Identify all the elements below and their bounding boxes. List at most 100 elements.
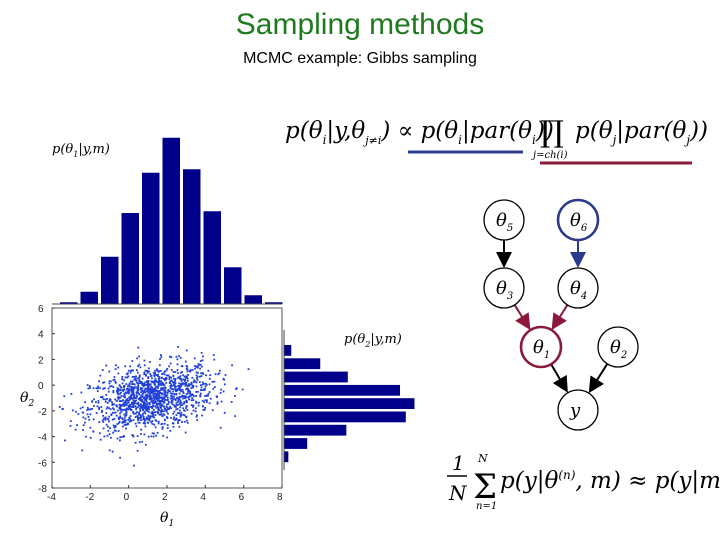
scatter-point — [138, 421, 141, 424]
scatter-point — [128, 396, 130, 399]
scatter-point — [71, 409, 74, 412]
scatter-point — [102, 417, 105, 420]
edge-theta3-theta1 — [513, 304, 531, 331]
scatter-point — [126, 387, 129, 390]
scatter-point — [156, 399, 159, 402]
scatter-point — [196, 419, 199, 421]
scatter-point — [164, 409, 167, 412]
scatter-point — [156, 369, 159, 371]
scatter-point — [133, 399, 135, 402]
scatter-point — [112, 407, 114, 410]
scatter-point — [124, 400, 127, 403]
svg-text:p(y|θ(n), m) ≈ p(y|m): p(y|θ(n), m) ≈ p(y|m) — [500, 468, 720, 494]
scatter-point — [136, 395, 138, 398]
scatter-point — [161, 373, 163, 375]
x-tick-label: -4 — [47, 492, 56, 503]
scatter-point — [202, 372, 205, 375]
scatter-point — [142, 397, 145, 400]
scatter-point — [165, 381, 168, 384]
edge-theta4-theta1 — [551, 304, 569, 331]
scatter-point — [220, 388, 223, 391]
scatter-point — [192, 384, 195, 387]
scatter-point — [96, 405, 99, 408]
scatter-point — [119, 392, 121, 395]
y-tick-label: 6 — [38, 304, 44, 315]
scatter-point — [122, 395, 125, 398]
scatter-point — [151, 390, 154, 392]
scatter-point — [185, 407, 187, 409]
scatter-point — [97, 385, 99, 388]
scatter-point — [197, 363, 200, 365]
scatter-point — [118, 396, 121, 399]
scatter-point — [187, 396, 190, 399]
scatter-point — [159, 402, 162, 405]
scatter-point — [203, 389, 206, 391]
scatter-point — [162, 401, 165, 403]
scatter-point — [154, 397, 157, 399]
scatter-point — [144, 391, 147, 394]
scatter-point — [133, 394, 136, 397]
scatter-point — [174, 405, 177, 407]
scatter-point — [136, 411, 138, 413]
scatter-point — [138, 404, 141, 407]
scatter-point — [195, 395, 198, 397]
scatter-point — [158, 399, 161, 402]
scatter-point — [185, 365, 188, 367]
scatter-point — [131, 380, 134, 383]
scatter-point — [208, 383, 211, 386]
scatter-point — [186, 365, 189, 368]
scatter-point — [98, 380, 100, 383]
scatter-point — [201, 381, 204, 384]
scatter-point — [109, 380, 112, 383]
scatter-point — [121, 382, 124, 385]
theta1-bar — [183, 169, 201, 304]
scatter-point — [171, 393, 174, 395]
scatter-point — [213, 386, 216, 388]
scatter-point — [96, 390, 99, 392]
scatter-point — [130, 396, 133, 399]
scatter-point — [147, 376, 150, 379]
scatter-point — [193, 357, 196, 360]
scatter-point — [118, 388, 121, 391]
scatter-point — [124, 401, 127, 404]
scatter-point — [150, 398, 153, 401]
scatter-point — [172, 381, 174, 384]
scatter-point — [161, 410, 164, 412]
scatter-point — [135, 375, 137, 378]
scatter-point — [137, 346, 140, 349]
scatter-point — [198, 401, 200, 404]
scatter-point — [186, 377, 189, 380]
scatter-point — [108, 382, 111, 385]
scatter-point — [136, 402, 138, 405]
scatter-point — [179, 406, 181, 409]
svg-text:∏: ∏ — [540, 115, 564, 150]
scatter-point — [104, 398, 107, 401]
scatter-point — [125, 398, 128, 401]
scatter-point — [175, 392, 178, 395]
scatter-point — [112, 379, 115, 381]
scatter-point — [223, 383, 226, 386]
scatter-point — [91, 407, 93, 410]
scatter-point — [117, 430, 120, 432]
scatter-point — [151, 388, 154, 390]
scatter-point — [86, 384, 89, 386]
scatter-point — [178, 396, 181, 398]
scatter-point — [163, 396, 166, 399]
scatter-point — [157, 422, 160, 425]
scatter-point — [103, 387, 106, 390]
scatter-point — [137, 389, 139, 392]
scatter-point — [195, 365, 198, 368]
scatter-point — [151, 420, 154, 423]
scatter-point — [162, 434, 165, 437]
scatter-point — [135, 379, 138, 382]
scatter-point — [205, 394, 208, 397]
scatter-point — [70, 392, 73, 395]
scatter-point — [125, 411, 128, 414]
scatter-point — [166, 406, 169, 409]
edge-theta1-y — [550, 363, 568, 393]
scatter-point — [122, 388, 124, 391]
scatter-point — [112, 424, 115, 427]
scatter-point — [199, 360, 202, 362]
scatter-point — [158, 403, 161, 405]
scatter-point — [108, 407, 110, 410]
